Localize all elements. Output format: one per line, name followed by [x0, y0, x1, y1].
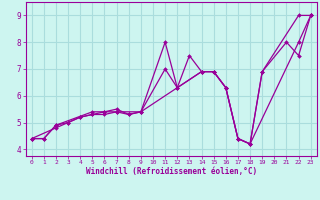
X-axis label: Windchill (Refroidissement éolien,°C): Windchill (Refroidissement éolien,°C): [86, 167, 257, 176]
